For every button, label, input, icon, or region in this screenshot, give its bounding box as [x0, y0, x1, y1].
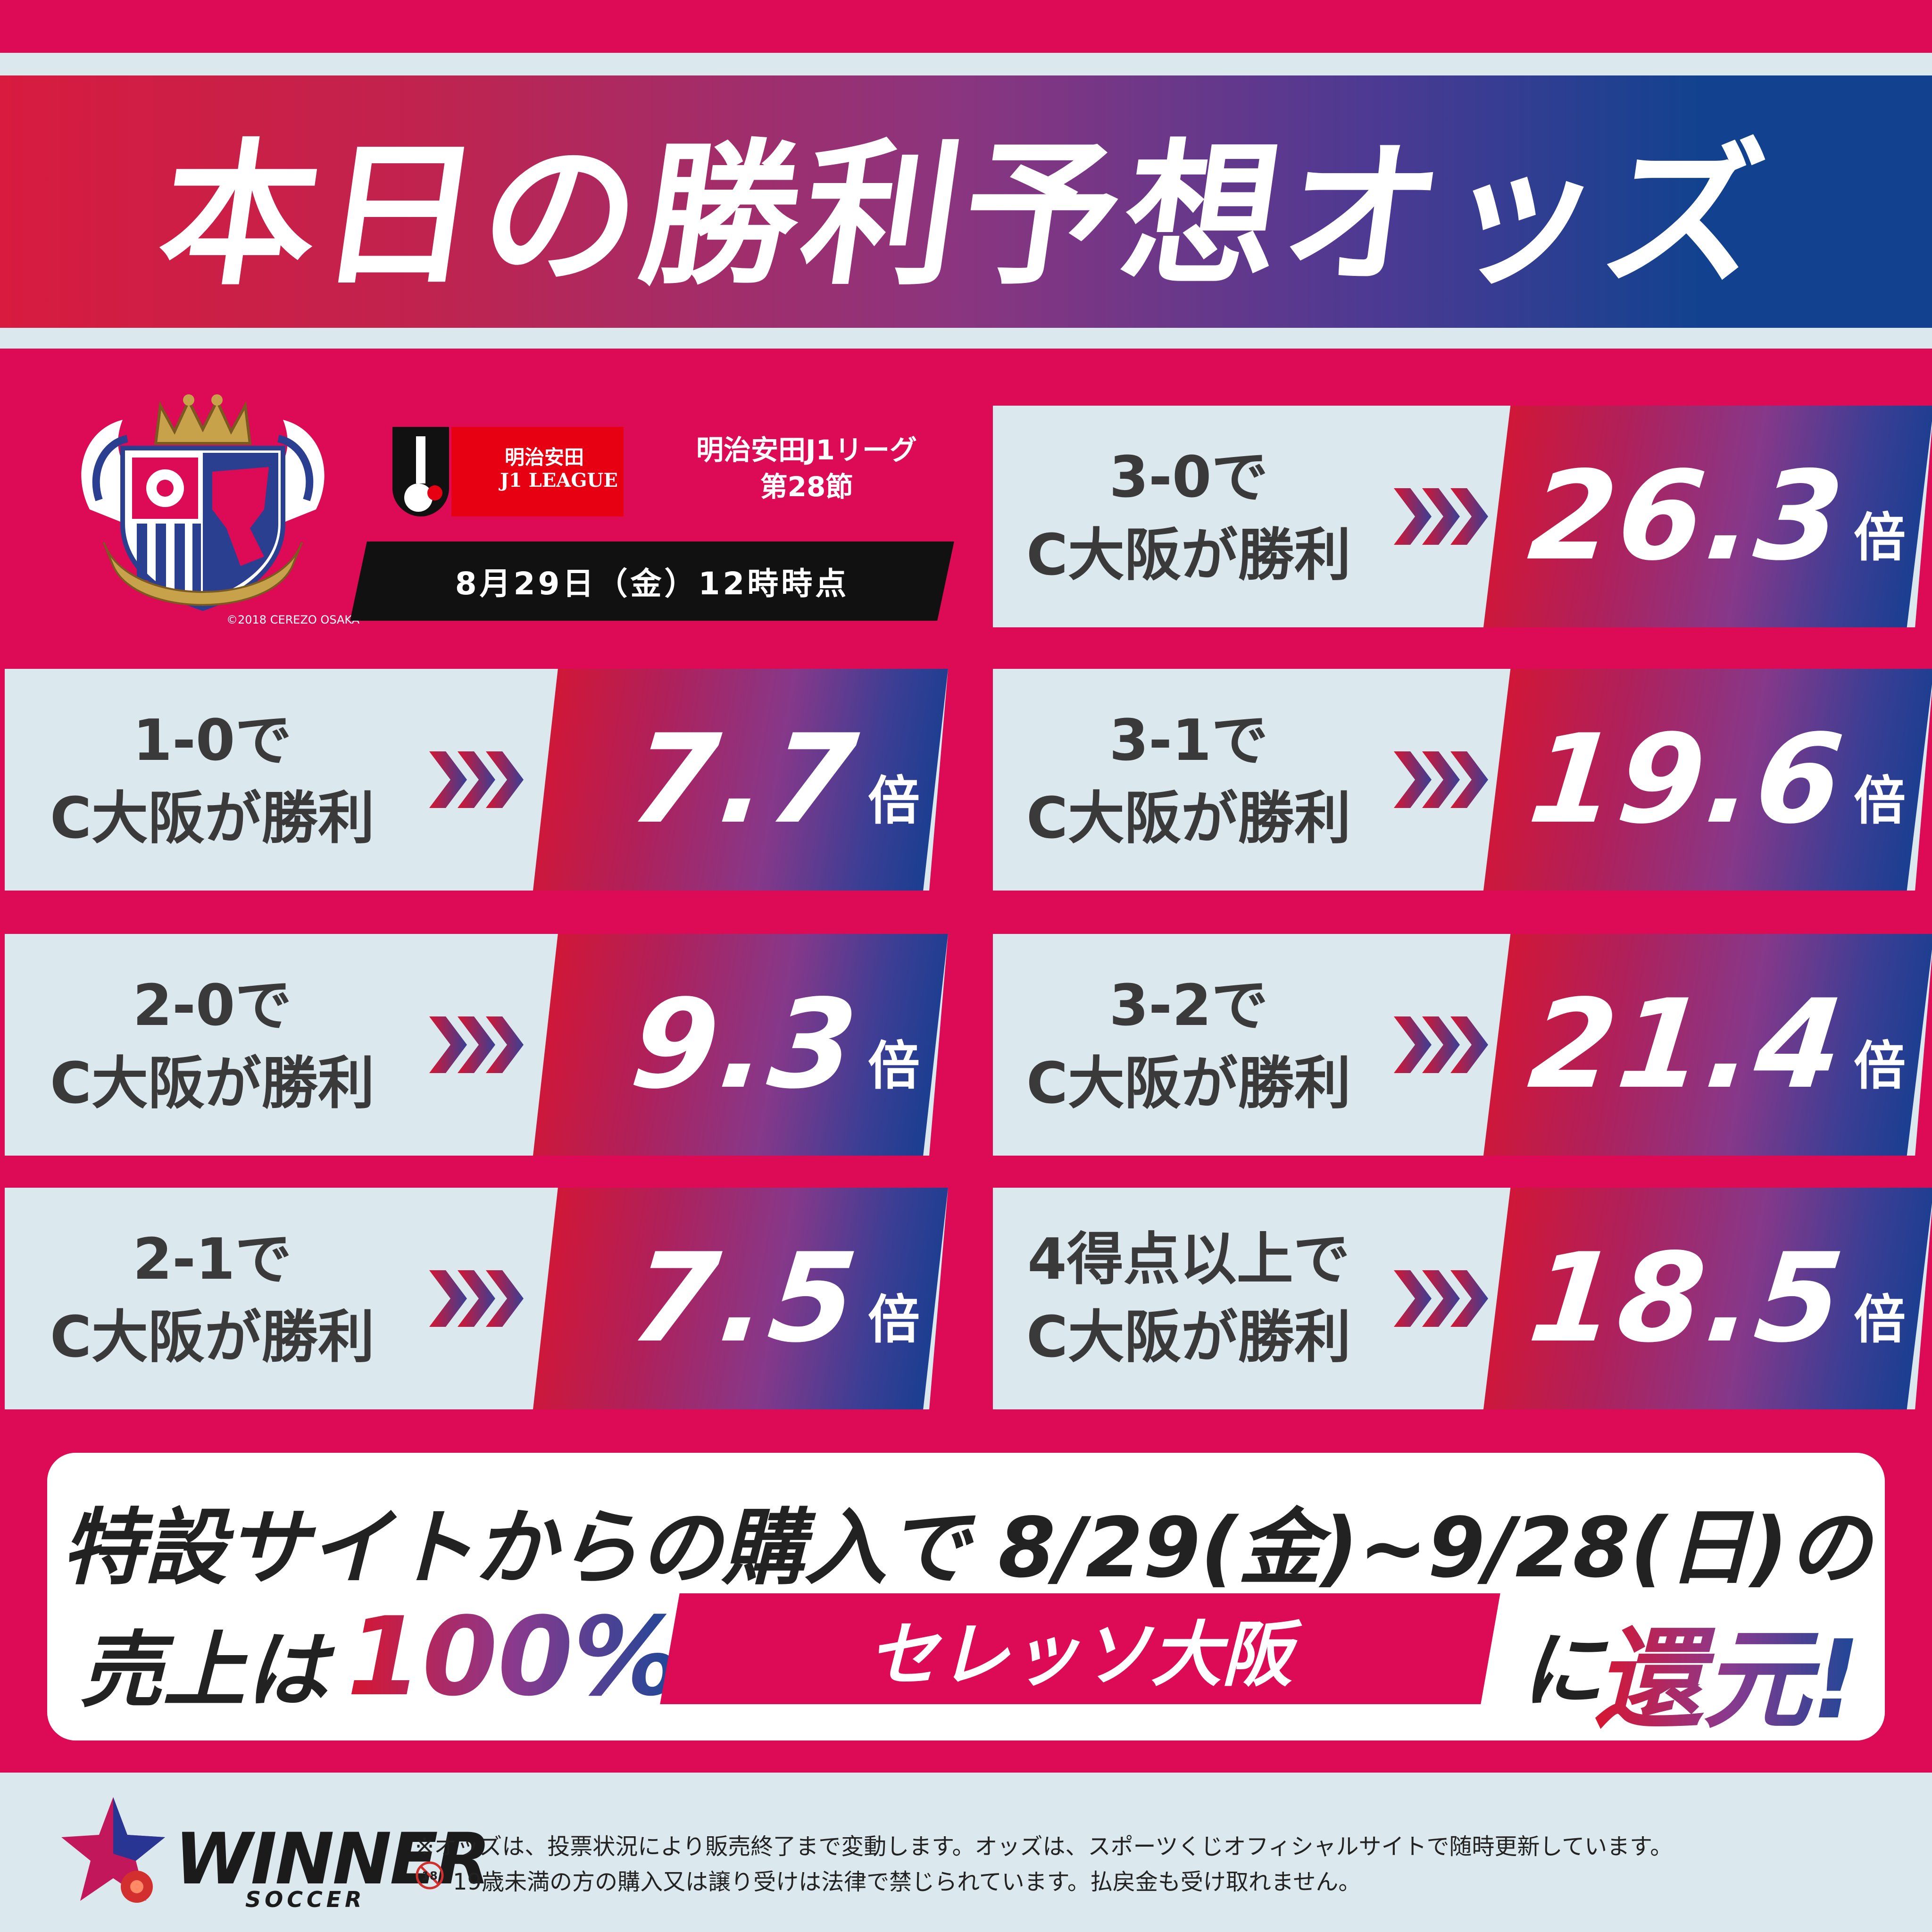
- odds-card-label: 2-0で C大阪が勝利: [5, 934, 420, 1156]
- promo-team-name: セレッソ大阪: [867, 1614, 1292, 1696]
- odds-team: C大阪が勝利: [50, 1051, 375, 1116]
- odds-card: 3-2で C大阪が勝利 21.4 倍: [993, 934, 1932, 1156]
- odds-value: 26.3: [1523, 445, 1852, 588]
- age-note: 19歳未満の方の購入又は譲り受けは法律で禁じられています。払戻金も受け取れません…: [453, 1869, 1361, 1895]
- footer: [0, 1773, 1932, 1932]
- chevron-right-icon: [429, 1270, 524, 1327]
- odds-card: 2-1で C大阪が勝利 7.5 倍: [5, 1188, 948, 1409]
- odds-card-highlight: [1483, 406, 1932, 627]
- odds-card-label: 2-1で C大阪が勝利: [5, 1188, 420, 1409]
- winner-brand-sub: SOCCER: [245, 1887, 366, 1912]
- odds-value-box: 18.5 倍: [1483, 1188, 1906, 1409]
- odds-card: 4得点以上で C大阪が勝利 18.5 倍: [993, 1188, 1932, 1409]
- chevron-right-icon: [1394, 1270, 1488, 1327]
- odds-value: 21.4: [1523, 974, 1852, 1116]
- chevron-right-icon: [1394, 751, 1488, 808]
- odds-card-label: 4得点以上で C大阪が勝利: [993, 1188, 1384, 1409]
- promo-headline: 特設サイトからの購入で 8/29(金)~9/28(日)の: [61, 1500, 1871, 1596]
- odds-card: 3-1で C大阪が勝利 19.6 倍: [993, 669, 1932, 891]
- age-restriction-icon: 18: [416, 1861, 444, 1890]
- odds-team: C大阪が勝利: [1026, 1051, 1351, 1116]
- top-divider: [0, 53, 1932, 75]
- odds-card-label: 3-0で C大阪が勝利: [993, 406, 1384, 627]
- odds-note: ※オッズは、投票状況により販売終了まで変動します。オッズは、スポーツくじオフィシ…: [415, 1833, 1673, 1860]
- odds-unit: 倍: [1854, 1290, 1906, 1350]
- winner-star-icon: [61, 1797, 165, 1903]
- odds-unit: 倍: [868, 771, 920, 831]
- odds-card-highlight: [1483, 669, 1932, 891]
- odds-unit: 倍: [1854, 1036, 1906, 1096]
- odds-card-highlight: [1483, 1188, 1932, 1409]
- odds-score: 3-0で: [1109, 445, 1268, 510]
- odds-card: 2-0で C大阪が勝利 9.3 倍: [5, 934, 948, 1156]
- odds-value: 7.7: [625, 708, 866, 851]
- chevron-right-icon: [429, 1016, 524, 1073]
- winner-brand: WINNER: [175, 1818, 491, 1900]
- odds-card: 3-0で C大阪が勝利 26.3 倍: [993, 406, 1932, 627]
- jleague-en-label: J1 LEAGUE: [500, 469, 618, 491]
- odds-team: C大阪が勝利: [50, 786, 375, 851]
- odds-value-box: 9.3 倍: [533, 934, 920, 1156]
- cerezo-osaka-crest-icon: [81, 394, 325, 611]
- odds-team: C大阪が勝利: [1026, 786, 1351, 851]
- odds-card: 1-0で C大阪が勝利 7.7 倍: [5, 669, 948, 891]
- date-label: 8月29日（金）12時時点: [455, 566, 849, 602]
- promo-return: 還元!: [1594, 1592, 1861, 1749]
- odds-unit: 倍: [1854, 508, 1906, 568]
- league-info: 明治安田J1リーグ 第28節: [660, 432, 953, 505]
- odds-value: 7.5: [625, 1227, 866, 1370]
- odds-score: 1-0で: [133, 708, 292, 774]
- chevron-right-icon: [1394, 1016, 1488, 1073]
- odds-value-box: 26.3 倍: [1483, 406, 1906, 627]
- odds-unit: 倍: [868, 1290, 920, 1350]
- chevron-right-icon: [1394, 488, 1488, 545]
- chevron-right-icon: [429, 751, 524, 808]
- odds-unit: 倍: [1854, 771, 1906, 831]
- crest-copyright: ©2018 CEREZO OSAKA: [226, 613, 360, 626]
- odds-value-box: 21.4 倍: [1483, 934, 1906, 1156]
- odds-team: C大阪が勝利: [50, 1305, 375, 1370]
- jleague-jp-label: 明治安田: [505, 446, 584, 469]
- odds-card-label: 1-0で C大阪が勝利: [5, 669, 420, 891]
- league-name: 明治安田J1リーグ: [696, 434, 917, 466]
- league-round: 第28節: [760, 471, 853, 503]
- age-restriction-number: 18: [422, 1869, 437, 1882]
- title-banner: [0, 75, 1932, 328]
- jleague-logo-icon: [392, 427, 624, 516]
- promo-sales-label: 売上は: [80, 1623, 328, 1719]
- odds-value-box: 7.7 倍: [533, 669, 920, 891]
- odds-unit: 倍: [868, 1036, 920, 1096]
- odds-score: 3-1で: [1109, 708, 1268, 774]
- odds-value: 18.5: [1523, 1227, 1852, 1370]
- odds-score: 2-1で: [133, 1227, 292, 1292]
- odds-card-label: 3-1で C大阪が勝利: [993, 669, 1384, 891]
- promo-ni: に: [1521, 1623, 1604, 1719]
- page-title: 本日の勝利予想オッズ: [149, 125, 1779, 306]
- odds-score: 4得点以上で: [1027, 1227, 1350, 1292]
- odds-card-highlight: [533, 669, 948, 891]
- odds-value: 9.3: [625, 974, 866, 1116]
- odds-value-box: 19.6 倍: [1483, 669, 1906, 891]
- odds-card-highlight: [1483, 934, 1932, 1156]
- odds-card-highlight: [533, 1188, 948, 1409]
- odds-score: 3-2で: [1109, 973, 1268, 1039]
- odds-team: C大阪が勝利: [1026, 523, 1351, 588]
- odds-value: 19.6: [1523, 708, 1852, 851]
- odds-team: C大阪が勝利: [1026, 1305, 1351, 1370]
- odds-card-label: 3-2で C大阪が勝利: [993, 934, 1384, 1156]
- title-divider: [0, 328, 1932, 349]
- promo-percent: 100%: [347, 1594, 682, 1720]
- odds-value-box: 7.5 倍: [533, 1188, 920, 1409]
- odds-card-highlight: [533, 934, 948, 1156]
- odds-score: 2-0で: [133, 973, 292, 1039]
